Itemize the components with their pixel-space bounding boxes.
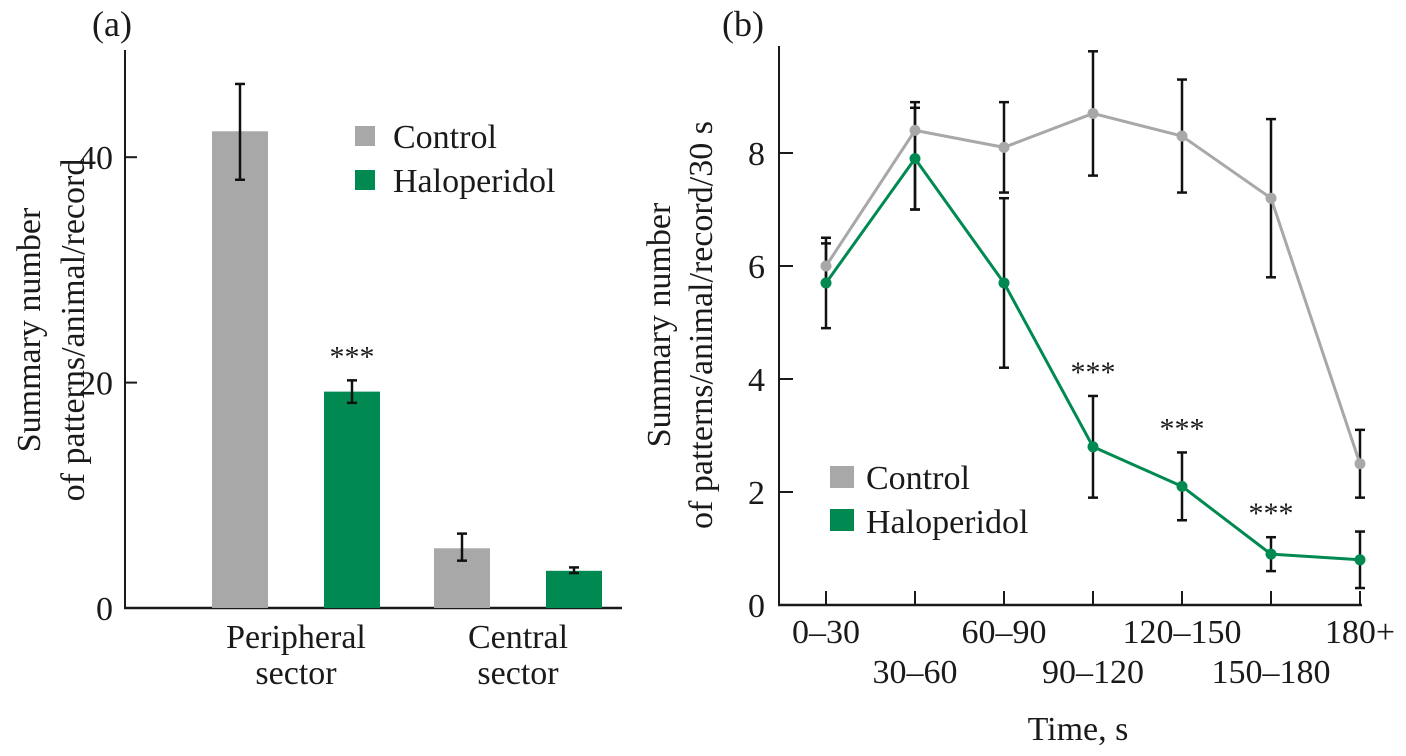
- panel-b-axes: 0 2 4 6 8 0–30 30–6060–9090–120120–150150–1801…: [748, 46, 1395, 691]
- point-haloperidol-6: [1354, 554, 1366, 566]
- point-haloperidol-2: [998, 277, 1010, 289]
- significance-marker: ***: [330, 340, 375, 373]
- point-control-3: [1087, 107, 1099, 119]
- legend-a-swatch-control: [355, 126, 375, 146]
- panel-b-ylabel-line1: Summary number: [641, 202, 678, 447]
- panel-a: (a) Summary number of patterns/animal/re…: [11, 4, 622, 692]
- panel-a-y-tick-label: 20: [79, 366, 113, 403]
- point-control-6: [1354, 458, 1366, 470]
- panel-b-y-tick-label: 2: [748, 475, 765, 512]
- panel-b-y-tick-label: 0: [748, 588, 765, 625]
- significance-marker: ***: [1160, 412, 1205, 445]
- panel-b-y-tick-label: 6: [748, 249, 765, 286]
- panel-b-xlabel: Time, s: [1028, 711, 1129, 748]
- legend-a-label-control: Control: [393, 119, 497, 156]
- panel-a-y-tick-label: 40: [79, 140, 113, 177]
- legend-b-swatch-control: [830, 466, 854, 488]
- panel-a-bars: ***: [212, 82, 602, 609]
- point-haloperidol-5: [1265, 548, 1277, 560]
- legend-a-swatch-haloperidol: [355, 170, 375, 190]
- bar-haloperidol-1: [546, 570, 602, 608]
- panel-b-ylabel-line2: of patterns/animal/record/30 s: [683, 121, 720, 529]
- panel-b-legend: Control Haloperidol: [830, 460, 1028, 541]
- panel-b-x-tick-label: 30–60: [873, 654, 958, 691]
- panel-a-ylabel-line1: Summary number: [11, 207, 48, 452]
- panel-a-category-label: sector: [477, 655, 559, 692]
- panel-a-axes: 0 20 40: [79, 50, 622, 628]
- panel-b-x-tick-label: 120–150: [1123, 614, 1242, 651]
- panel-b-lines: *** *** ***: [820, 50, 1366, 590]
- bar-control-0: [212, 131, 268, 609]
- panel-b-x-tick-label: 150–180: [1212, 654, 1331, 691]
- point-control-1: [909, 124, 921, 136]
- point-haloperidol-0: [820, 277, 832, 289]
- legend-b-swatch-haloperidol: [830, 509, 854, 531]
- panel-b-x-tick-label: 180+: [1325, 614, 1395, 651]
- significance-marker: ***: [1071, 356, 1116, 389]
- panel-b: (b) Summary number of patterns/animal/re…: [641, 4, 1395, 748]
- point-control-2: [998, 141, 1010, 153]
- panel-b-x-tick-label: 60–90: [962, 614, 1047, 651]
- panel-b-x-tick-label: 90–120: [1042, 654, 1144, 691]
- point-haloperidol-1: [909, 153, 921, 165]
- panel-a-category-label: Central: [468, 619, 568, 656]
- point-control-0: [820, 260, 832, 272]
- panel-a-ylabel-line2: of patterns/animal/record: [55, 159, 92, 502]
- legend-b-label-haloperidol: Haloperidol: [866, 504, 1028, 541]
- point-control-5: [1265, 192, 1277, 204]
- panel-b-y-tick-label: 8: [748, 136, 765, 173]
- point-haloperidol-4: [1176, 480, 1188, 492]
- significance-marker: ***: [1249, 497, 1294, 530]
- panel-a-legend: Control Haloperidol: [355, 119, 555, 200]
- panel-b-x-tick-label: 0–30: [792, 614, 860, 651]
- panel-a-label: (a): [92, 4, 132, 44]
- panel-a-category-label: Peripheral: [226, 619, 366, 656]
- point-haloperidol-3: [1087, 441, 1099, 453]
- panel-a-category-label: sector: [255, 655, 337, 692]
- bar-haloperidol-0: [324, 391, 380, 608]
- panel-a-y-tick-label: 0: [96, 591, 113, 628]
- point-control-4: [1176, 130, 1188, 142]
- panel-b-y-tick-label: 4: [748, 362, 765, 399]
- legend-a-label-haloperidol: Haloperidol: [393, 163, 555, 200]
- legend-b-label-control: Control: [866, 460, 970, 497]
- panel-b-label: (b): [722, 4, 764, 44]
